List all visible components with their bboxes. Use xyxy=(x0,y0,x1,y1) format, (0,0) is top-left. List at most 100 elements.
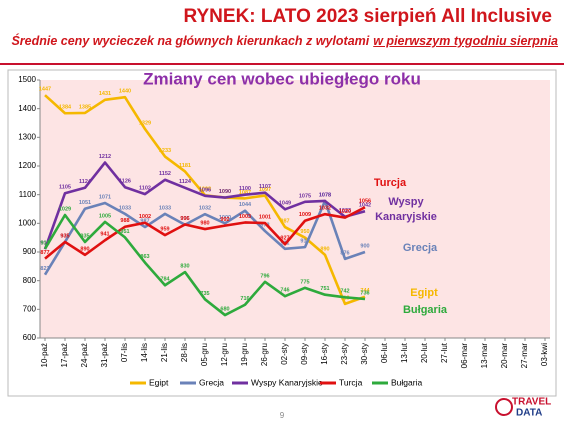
data-label: 1152 xyxy=(159,171,171,177)
annotation: Egipt xyxy=(410,287,438,299)
x-tick-label: 24-paź xyxy=(80,343,89,367)
data-label: 959 xyxy=(160,227,169,233)
data-label: 863 xyxy=(140,254,149,260)
legend-label: Bułgaria xyxy=(391,377,422,387)
x-tick-label: 16-sty xyxy=(320,343,329,365)
x-tick-label: 12-gru xyxy=(220,343,229,366)
data-label: 716 xyxy=(240,296,249,302)
y-tick-label: 800 xyxy=(23,276,37,285)
y-tick-label: 900 xyxy=(23,247,37,256)
data-label: 890 xyxy=(320,246,329,252)
data-label: 1124 xyxy=(79,179,92,185)
chart-title: Zmiany cen wobec ubiegłego roku xyxy=(143,69,421,88)
logo-icon xyxy=(495,398,513,416)
y-tick-label: 1000 xyxy=(18,218,36,227)
data-label: 1023 xyxy=(339,208,351,214)
annotation: Bułgaria xyxy=(403,304,448,316)
data-label: 1071 xyxy=(99,194,111,200)
legend-label: Turcja xyxy=(339,377,363,387)
subtitle-underlined: w pierwszym tygodniu sierpnia xyxy=(373,34,558,48)
data-label: 890 xyxy=(80,246,89,252)
annotation: Kanaryjskie xyxy=(375,211,437,223)
x-tick-label: 26-gru xyxy=(260,343,269,366)
data-label: 1100 xyxy=(239,186,251,192)
data-label: 1431 xyxy=(99,91,111,97)
data-label: 1102 xyxy=(139,186,151,192)
data-label: 996 xyxy=(180,216,189,222)
x-tick-label: 20-mar xyxy=(500,343,509,369)
x-tick-label: 21-lis xyxy=(160,343,169,362)
data-label: 910 xyxy=(40,241,49,247)
data-label: 1032 xyxy=(199,206,211,212)
data-label: 1440 xyxy=(119,89,131,95)
data-label: 1000 xyxy=(219,215,231,221)
data-label: 911 xyxy=(41,240,50,246)
data-label: 935 xyxy=(80,233,89,239)
series-line xyxy=(43,213,366,317)
data-label: 1087 xyxy=(239,190,251,196)
x-tick-label: 17-paź xyxy=(60,343,69,367)
series-line xyxy=(43,161,366,250)
data-label: 746 xyxy=(280,288,289,294)
x-tick-label: 09-sty xyxy=(300,343,309,365)
x-tick-label: 31-paź xyxy=(100,343,109,367)
data-label: 1078 xyxy=(319,192,331,198)
data-label: 680 xyxy=(220,307,229,313)
data-label: 917 xyxy=(300,239,309,245)
data-label: 784 xyxy=(160,277,170,283)
data-label: 1384 xyxy=(59,105,72,111)
series-line xyxy=(44,206,366,260)
data-label: 796 xyxy=(260,273,269,279)
data-label: 935 xyxy=(60,233,69,239)
y-tick-label: 1300 xyxy=(18,132,36,141)
logo-text: DATA xyxy=(516,408,542,419)
data-label: 1001 xyxy=(259,214,271,220)
x-tick-label: 07-lis xyxy=(120,343,129,362)
data-label: 735 xyxy=(200,291,209,297)
data-label: 1124 xyxy=(179,179,192,185)
data-label: 876 xyxy=(340,250,349,256)
data-label: 1020 xyxy=(339,209,351,215)
data-label: 900 xyxy=(360,243,369,249)
x-tick-label: 27-lut xyxy=(440,342,449,363)
series-line xyxy=(43,199,366,276)
data-label: 1032 xyxy=(319,206,331,212)
data-label: 742 xyxy=(340,289,349,295)
title: RYNEK: LATO 2023 sierpień All Inclusive xyxy=(183,6,552,27)
data-label: 1090 xyxy=(219,189,231,195)
data-label: 775 xyxy=(300,279,309,285)
annotation: Grecja xyxy=(403,242,438,254)
data-label: 1078 xyxy=(319,192,331,198)
data-label: 988 xyxy=(120,218,129,224)
data-label: 992 xyxy=(220,217,229,223)
legend-label: Grecja xyxy=(199,377,224,387)
data-label: 877 xyxy=(40,250,49,256)
y-tick-label: 1200 xyxy=(18,161,36,170)
legend-label: Wyspy Kanaryjskie xyxy=(251,377,323,387)
x-tick-label: 23-sty xyxy=(340,343,349,365)
data-label: 736 xyxy=(360,290,369,296)
logo-text: TRAVEL xyxy=(512,397,551,408)
data-label: 1033 xyxy=(119,205,131,211)
x-tick-label: 06-mar xyxy=(460,343,469,369)
data-label: 744 xyxy=(360,288,370,294)
data-label: 1212 xyxy=(99,154,111,160)
data-label: 1044 xyxy=(239,202,252,208)
data-label: 1098 xyxy=(199,187,211,193)
legend-label: Egipt xyxy=(149,377,169,387)
x-tick-label: 13-lut xyxy=(400,342,409,363)
data-label: 1097 xyxy=(259,187,271,193)
header: RYNEK: LATO 2023 sierpień All Inclusive … xyxy=(0,0,564,62)
data-label: 1329 xyxy=(139,120,151,126)
y-tick-label: 1400 xyxy=(18,104,36,113)
data-label: 1107 xyxy=(259,184,271,190)
subtitle: Średnie ceny wycieczek na głównych kieru… xyxy=(11,34,558,48)
data-label: 1033 xyxy=(159,205,171,211)
data-label: 1005 xyxy=(99,213,111,219)
x-tick-label: 27-mar xyxy=(520,343,529,369)
y-tick-label: 1500 xyxy=(18,75,36,84)
data-label: 1049 xyxy=(279,201,291,207)
data-label: 950 xyxy=(300,229,309,235)
